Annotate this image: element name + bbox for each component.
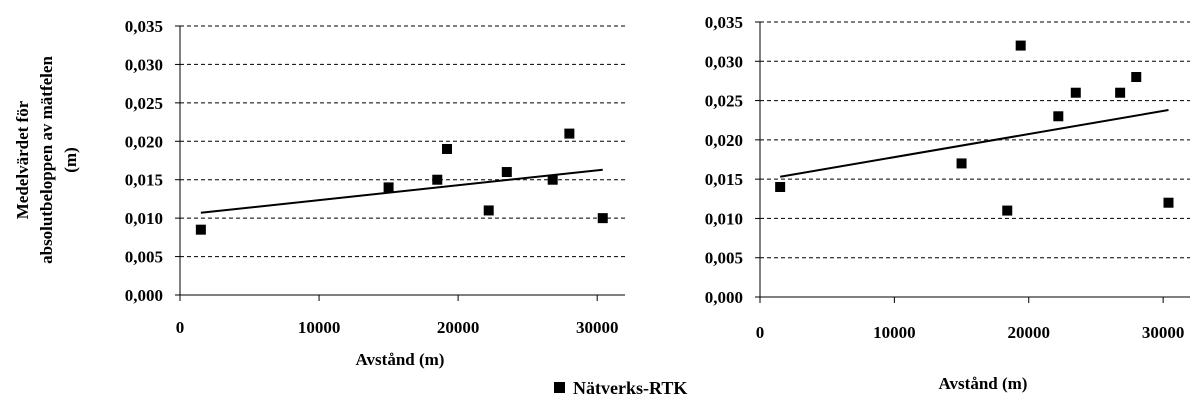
y-tick-label: 0,035	[125, 17, 163, 36]
y-tick-label: 0,010	[705, 209, 743, 228]
legend: Nätverks-RTK	[554, 378, 687, 398]
y-tick-label: 0,005	[705, 249, 743, 268]
x-tick-label: 30000	[576, 318, 619, 337]
x-tick-label: 10000	[298, 318, 341, 337]
x-tick-label: 20000	[437, 318, 480, 337]
x-tick-label: 20000	[1008, 323, 1051, 342]
y-tick-label: 0,000	[125, 286, 163, 305]
trendline	[779, 109, 1169, 178]
trendline	[200, 168, 603, 214]
data-point	[1015, 40, 1026, 51]
data-point	[1002, 205, 1013, 216]
y-tick-label: 0,030	[125, 55, 163, 74]
data-point	[775, 182, 786, 192]
data-point	[483, 205, 494, 216]
data-point	[1163, 197, 1174, 208]
data-point	[956, 158, 967, 169]
data-point	[564, 128, 575, 139]
data-point	[1070, 87, 1081, 98]
data-point	[442, 143, 452, 154]
data-point	[383, 182, 394, 193]
data-point	[1131, 72, 1142, 82]
legend-label: Nätverks-RTK	[573, 378, 687, 398]
y-axis-title-line: Medelvärdet för	[13, 100, 32, 219]
x-tick-label: 30000	[1142, 323, 1185, 342]
chart-left: 0,000 0,005 0,010 0,015 0,020 0,025 0,030 0,035…	[13, 17, 625, 369]
y-tick-label: 0,020	[125, 132, 163, 151]
y-tick-label: 0,010	[125, 209, 163, 228]
x-axis-title: Avstånd (m)	[356, 350, 445, 369]
x-tick-label: 0	[756, 323, 765, 342]
data-point	[195, 224, 206, 235]
y-tick-label: 0,015	[125, 171, 163, 190]
y-axis-title-line: (m)	[61, 147, 80, 172]
data-point	[597, 213, 608, 224]
chart-right: 0,000 0,005 0,010 0,015 0,020 0,025 0,030 0,035…	[705, 13, 1190, 393]
y-tick-label: 0,025	[125, 94, 163, 113]
legend-marker	[554, 382, 565, 393]
y-axis-title-line: absolutbeloppen av mätfelen	[37, 56, 56, 264]
y-tick-label: 0,030	[705, 52, 743, 71]
y-tick-label: 0,025	[705, 92, 743, 111]
x-axis-title: Avstånd (m)	[939, 374, 1028, 393]
data-point	[432, 174, 443, 185]
y-tick-label: 0,020	[705, 131, 743, 150]
y-tick-label: 0,035	[705, 13, 743, 32]
y-tick-label: 0,015	[705, 170, 743, 189]
data-point	[501, 167, 512, 178]
data-point	[1053, 111, 1064, 122]
data-point	[1115, 87, 1126, 98]
data-point	[547, 174, 558, 185]
y-tick-label: 0,005	[125, 248, 163, 267]
x-tick-label: 10000	[873, 323, 916, 342]
x-tick-label: 0	[176, 318, 185, 337]
y-tick-label: 0,000	[705, 288, 743, 307]
